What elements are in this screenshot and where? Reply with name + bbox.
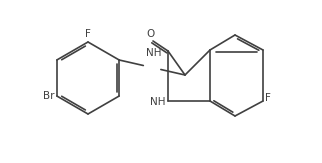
Text: Br: Br xyxy=(43,91,55,101)
Text: O: O xyxy=(147,29,155,39)
Text: F: F xyxy=(85,29,91,39)
Text: NH: NH xyxy=(146,47,162,58)
Text: F: F xyxy=(265,93,271,103)
Text: NH: NH xyxy=(150,97,166,107)
